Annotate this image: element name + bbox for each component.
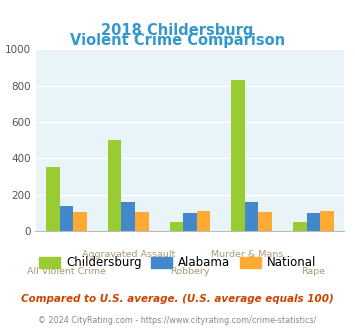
Text: © 2024 CityRating.com - https://www.cityrating.com/crime-statistics/: © 2024 CityRating.com - https://www.city… <box>38 315 317 325</box>
Text: Compared to U.S. average. (U.S. average equals 100): Compared to U.S. average. (U.S. average … <box>21 294 334 304</box>
Bar <box>197 211 210 231</box>
Bar <box>231 80 245 231</box>
Bar <box>46 167 60 231</box>
Bar <box>320 211 334 231</box>
Bar <box>73 212 87 231</box>
Text: Robbery: Robbery <box>170 267 210 276</box>
Bar <box>183 213 197 231</box>
Legend: Childersburg, Alabama, National: Childersburg, Alabama, National <box>34 252 321 274</box>
Text: 2018 Childersburg: 2018 Childersburg <box>101 23 254 38</box>
Text: All Violent Crime: All Violent Crime <box>27 267 106 276</box>
Bar <box>121 202 135 231</box>
Text: Rape: Rape <box>301 267 326 276</box>
Bar <box>135 212 148 231</box>
Text: Murder & Mans...: Murder & Mans... <box>211 250 292 259</box>
Bar <box>60 206 73 231</box>
Text: Violent Crime Comparison: Violent Crime Comparison <box>70 33 285 48</box>
Text: Aggravated Assault: Aggravated Assault <box>82 250 175 259</box>
Bar <box>307 213 320 231</box>
Bar <box>170 222 183 231</box>
Bar <box>293 222 307 231</box>
Bar <box>108 140 121 231</box>
Bar <box>258 212 272 231</box>
Bar <box>245 202 258 231</box>
